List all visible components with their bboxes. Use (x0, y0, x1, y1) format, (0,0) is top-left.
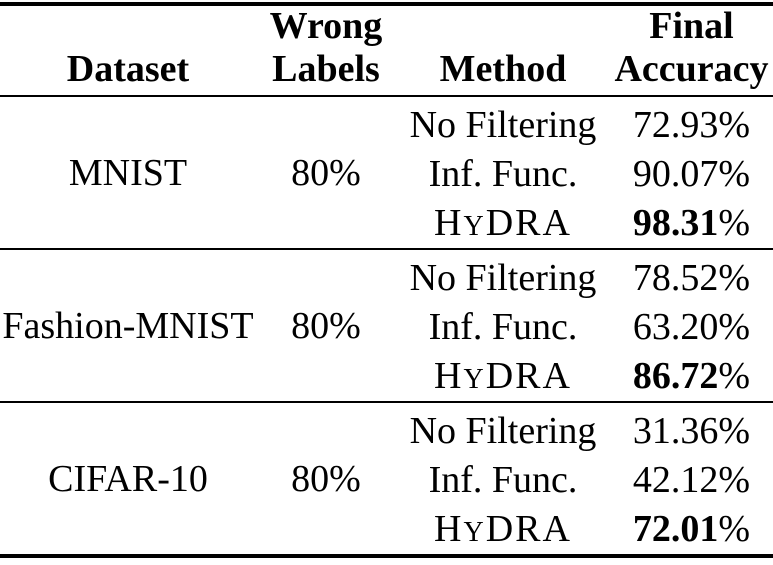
header-wrong-line: Wrong (269, 5, 383, 47)
method-cell: No Filtering (409, 256, 597, 299)
accuracy-cell: 31.36% (632, 409, 751, 452)
method-cell: Inf. Func. (428, 458, 578, 501)
accuracy-cell-best: 72.01% (632, 507, 751, 550)
column-header-final-accuracy: Final Accuracy (610, 5, 773, 95)
header-dataset-label: Dataset (66, 48, 190, 90)
top-rule (0, 2, 773, 6)
wrong-labels-cell: 80% (291, 304, 361, 347)
group-divider (0, 248, 773, 250)
dataset-cell: CIFAR-10 (48, 457, 208, 500)
method-cell: Inf. Func. (428, 305, 578, 348)
method-cell-hydra: HYDRA (434, 354, 572, 397)
accuracy-cell: 63.20% (632, 305, 751, 348)
accuracy-cell: 42.12% (632, 458, 751, 501)
column-header-wrong-labels: Wrong Labels (256, 5, 396, 95)
header-final-line: Final (649, 5, 734, 47)
accuracy-cell: 78.52% (632, 256, 751, 299)
accuracy-cell: 90.07% (632, 152, 751, 195)
method-cell-hydra: HYDRA (434, 201, 572, 244)
header-rule (0, 95, 773, 97)
method-cell: No Filtering (409, 409, 597, 452)
bottom-rule (0, 554, 773, 558)
wrong-labels-cell: 80% (291, 151, 361, 194)
accuracy-column: 72.93% 90.07% 98.31% (610, 97, 773, 248)
header-labels-line: Labels (272, 48, 380, 90)
method-cell-hydra: HYDRA (434, 507, 572, 550)
group-divider (0, 401, 773, 403)
header-accuracy-line: Accuracy (614, 48, 769, 90)
table-group-fashion-mnist: Fashion-MNIST 80% No Filtering Inf. Func… (0, 250, 773, 401)
method-column: No Filtering Inf. Func. HYDRA (396, 97, 610, 248)
table-header: Dataset Wrong Labels Method Final Accura… (0, 5, 773, 95)
column-header-method: Method (396, 6, 610, 95)
accuracy-cell: 72.93% (632, 103, 751, 146)
dataset-cell: Fashion-MNIST (2, 304, 254, 347)
method-column: No Filtering Inf. Func. HYDRA (396, 250, 610, 401)
wrong-labels-cell: 80% (291, 457, 361, 500)
table-group-mnist: MNIST 80% No Filtering Inf. Func. HYDRA … (0, 97, 773, 248)
accuracy-column: 78.52% 63.20% 86.72% (610, 250, 773, 401)
accuracy-cell-best: 98.31% (632, 201, 751, 244)
dataset-cell: MNIST (68, 151, 188, 194)
method-cell: Inf. Func. (428, 152, 578, 195)
method-cell: No Filtering (409, 103, 597, 146)
table-group-cifar-10: CIFAR-10 80% No Filtering Inf. Func. HYD… (0, 403, 773, 554)
header-method-label: Method (439, 48, 567, 90)
column-header-dataset: Dataset (0, 6, 256, 95)
method-column: No Filtering Inf. Func. HYDRA (396, 403, 610, 554)
accuracy-column: 31.36% 42.12% 72.01% (610, 403, 773, 554)
accuracy-cell-best: 86.72% (632, 354, 751, 397)
